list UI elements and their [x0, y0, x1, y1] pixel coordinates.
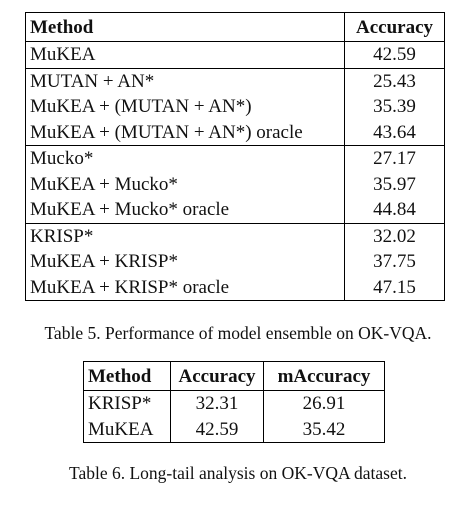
method-cell: MuKEA + Mucko* oracle	[25, 197, 345, 223]
table-row: MuKEA + Mucko* 35.97	[25, 171, 445, 197]
accuracy-cell: 42.59	[170, 416, 264, 443]
accuracy-cell: 25.43	[344, 67, 445, 94]
accuracy-cell: 43.64	[373, 121, 416, 143]
table-row: MuKEA + KRISP* 37.75	[25, 249, 445, 275]
accuracy-cell: 44.84	[373, 199, 416, 221]
table-row: MuKEA + (MUTAN + AN*) 35.39	[25, 94, 445, 120]
accuracy-cell: 35.97	[373, 173, 416, 195]
accuracy-cell: 37.75	[373, 251, 416, 273]
accuracy-cell: 32.31	[170, 390, 264, 417]
maccuracy-cell: 26.91	[302, 393, 346, 415]
method-cell: MuKEA + KRISP*	[25, 249, 345, 275]
table-row: MUTAN + AN* 25.43	[25, 67, 445, 94]
table6-caption: Table 6. Long-tail analysis on OK-VQA da…	[68, 463, 407, 483]
table-header-row: Method Accuracy	[25, 12, 445, 42]
ensemble-table: Method Accuracy MuKEA 42.59 MUTAN + AN* …	[25, 12, 445, 301]
accuracy-cell: 35.39	[373, 96, 416, 118]
method-cell: MuKEA + Mucko*	[25, 171, 345, 197]
table-row: MuKEA + (MUTAN + AN*) oracle 43.64	[25, 119, 445, 146]
method-cell: MuKEA + KRISP* oracle	[25, 274, 345, 301]
table-row: MuKEA 42.59 35.42	[83, 416, 385, 443]
table5-caption: Table 5. Performance of model ensemble o…	[44, 323, 432, 343]
maccuracy-header: mAccuracy	[263, 361, 385, 391]
table-row: KRISP* 32.02	[25, 222, 445, 249]
table-row: Mucko* 27.17	[25, 145, 445, 172]
maccuracy-cell: 35.42	[302, 418, 346, 440]
accuracy-header: Accuracy	[344, 12, 445, 42]
method-header: Method	[83, 361, 171, 391]
method-cell: MuKEA	[25, 41, 345, 68]
table-row: KRISP* 32.31 26.91	[83, 390, 385, 417]
method-cell: MUTAN + AN*	[25, 67, 345, 94]
method-cell: KRISP*	[25, 222, 345, 249]
long-tail-table: Method Accuracy mAccuracy KRISP* 32.31 2…	[83, 361, 385, 443]
accuracy-cell: 42.59	[373, 44, 416, 66]
table-row: MuKEA 42.59	[25, 41, 445, 68]
method-header: Method	[25, 12, 345, 42]
accuracy-cell: 27.17	[344, 145, 445, 172]
accuracy-header: Accuracy	[170, 361, 264, 391]
table-header-row: Method Accuracy mAccuracy	[83, 361, 385, 391]
accuracy-cell: 32.02	[344, 222, 445, 249]
method-cell: MuKEA	[83, 416, 171, 443]
table-row: MuKEA + KRISP* oracle 47.15	[25, 274, 445, 301]
table-row: MuKEA + Mucko* oracle 44.84	[25, 197, 445, 223]
method-cell: Mucko*	[25, 145, 345, 172]
method-cell: MuKEA + (MUTAN + AN*)	[25, 94, 345, 120]
method-cell: MuKEA + (MUTAN + AN*) oracle	[25, 119, 345, 146]
method-cell: KRISP*	[83, 390, 171, 417]
accuracy-cell: 47.15	[373, 276, 416, 298]
